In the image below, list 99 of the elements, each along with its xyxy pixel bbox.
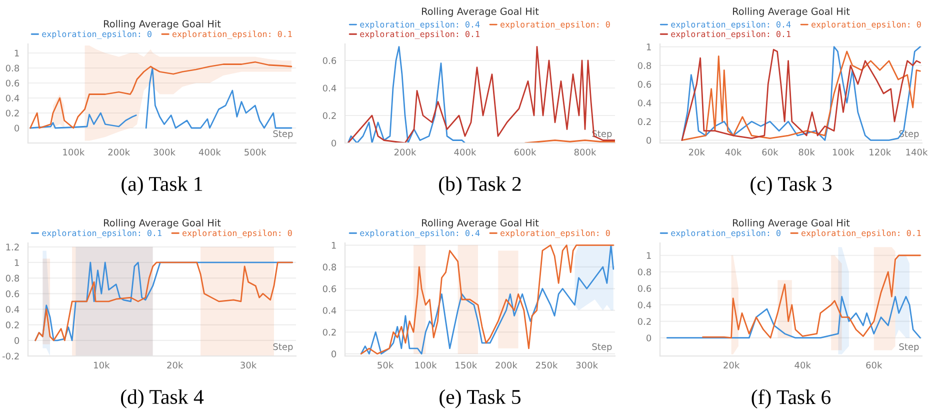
legend-label: exploration_epsilon: 0 [812, 21, 921, 30]
chart-title: Rolling Average Goal Hit [104, 20, 221, 30]
x-tick-label: 40k [725, 148, 742, 156]
legend-label: exploration_epsilon: 0 [182, 230, 292, 238]
y-tick-label: 0.4 [638, 100, 652, 106]
y-tick-label: 1 [646, 44, 651, 50]
chart-title: Rolling Average Goal Hit [422, 218, 539, 228]
y-tick-label: 0.4 [322, 307, 336, 314]
y-tick-label: 1 [332, 242, 336, 249]
x-axis-title: Step [592, 343, 612, 352]
text: (a) Task 1 [122, 176, 202, 196]
y-tick-label: 1 [14, 50, 19, 56]
y-tick-label: 0.6 [638, 285, 652, 292]
x-tick-label: 50k [378, 362, 394, 369]
legend-label: exploration_epsilon: 0 [671, 230, 780, 238]
legend-label: exploration_epsilon: 0.4 [671, 21, 791, 30]
x-tick-label: 140k [906, 148, 928, 156]
y-tick-label: 0.4 [6, 306, 20, 313]
x-tick-label: 500k [244, 148, 266, 156]
x-tick-label: 200k [108, 148, 130, 156]
line-series [666, 296, 921, 339]
x-tick-label: 20k [688, 148, 705, 156]
y-tick-label: 0.8 [322, 264, 336, 270]
y-tick-label: 0.6 [6, 80, 20, 87]
y-tick-label: 0 [14, 337, 20, 344]
legend-label: exploration_epsilon: 0.1 [360, 30, 480, 39]
chart-title: Rolling Average Goal Hit [733, 7, 850, 17]
y-tick-label: 0.2 [638, 118, 651, 126]
x-tick-label: 10k [94, 362, 110, 369]
x-tick-label: 400k [454, 148, 476, 156]
line-series [702, 254, 921, 339]
x-tick-label: 150k [456, 362, 478, 369]
text: (e) Task 5 [440, 389, 520, 408]
y-tick-label: 0.6 [6, 290, 20, 298]
y-tick-label: 0.2 [322, 112, 336, 120]
y-tick-label: 0.8 [638, 268, 652, 276]
y-tick-label: 0.8 [638, 62, 652, 70]
x-tick-label: 60k [866, 362, 882, 369]
y-tick-label: 1 [14, 259, 19, 266]
x-tick-label: 30k [240, 362, 257, 369]
chart-title: Rolling Average Goal Hit [104, 218, 221, 228]
y-tick-label: 0 [646, 334, 652, 342]
legend-label: exploration_epsilon: 0.1 [42, 230, 162, 238]
x-tick-label: 40k [794, 362, 811, 369]
y-tick-label: 0.8 [6, 64, 20, 72]
x-tick-label: 20k [167, 362, 184, 369]
x-tick-label: 200k [394, 148, 416, 156]
legend-label: exploration_epsilon: 0 [42, 30, 152, 39]
x-tick-label: 100k [415, 362, 437, 369]
x-axis-title: Step [273, 343, 293, 352]
legend-label: exploration_epsilon: 0.1 [172, 30, 292, 39]
text: (f) Task 6 [752, 389, 831, 408]
y-tick-label: 0.4 [322, 84, 336, 92]
x-tick-label: 120k [870, 148, 892, 156]
x-tick-label: 60k [762, 148, 778, 156]
x-tick-label: 100k [63, 148, 85, 156]
y-tick-label: 0 [332, 140, 336, 147]
y-tick-label: 0 [332, 350, 336, 358]
x-tick-label: 100k [832, 148, 854, 156]
x-tick-label: 300k [154, 148, 176, 156]
legend-label: exploration_epsilon: 0 [500, 230, 610, 238]
x-tick-label: 300k [576, 362, 598, 369]
line-series [347, 46, 615, 143]
x-tick-label: 20k [724, 362, 740, 369]
x-tick-label: 400k [198, 148, 221, 156]
legend-label: exploration_epsilon: 0 [500, 21, 610, 30]
text: (b) Task 2 [439, 176, 521, 196]
chart-title: Rolling Average Goal Hit [733, 218, 850, 228]
y-tick-label: 0 [646, 136, 652, 144]
x-tick-label: 600k [514, 148, 536, 156]
x-tick-label: 80k [798, 148, 815, 156]
y-tick-label: 0.2 [322, 328, 336, 336]
y-tick-label: 1.2 [6, 244, 19, 250]
chart-title: Rolling Average Goal Hit [422, 7, 539, 17]
legend-label: exploration_epsilon: 0.1 [671, 30, 790, 39]
y-tick-label: 0.2 [6, 322, 19, 328]
line-series [360, 244, 614, 355]
y-tick-label: 0.6 [638, 80, 652, 88]
legend-label: exploration_epsilon: 0.4 [360, 21, 480, 30]
x-axis-title: Step [899, 343, 919, 352]
x-axis-title: Step [273, 130, 293, 139]
y-tick-label: 0.4 [6, 94, 20, 102]
y-tick-label: -0.2 [2, 352, 19, 360]
legend-label: exploration_epsilon: 0.1 [801, 230, 921, 238]
legend-label: exploration_epsilon: 0.4 [360, 230, 480, 238]
y-tick-label: 0.2 [6, 110, 19, 117]
text: (c) Task 3 [750, 176, 832, 196]
y-tick-label: 0.8 [6, 274, 20, 282]
y-tick-label: 1 [646, 252, 651, 259]
text: (d) Task 4 [121, 389, 204, 408]
y-tick-label: 0.2 [638, 318, 651, 325]
x-tick-label: 800k [574, 148, 596, 156]
y-tick-label: 0.4 [638, 302, 652, 308]
x-tick-label: 200k [496, 362, 518, 369]
y-tick-label: 0.6 [322, 57, 336, 64]
x-tick-label: 250k [536, 362, 558, 369]
y-tick-label: 0 [14, 124, 20, 132]
y-tick-label: 0.6 [322, 285, 336, 292]
line-series [347, 46, 466, 143]
